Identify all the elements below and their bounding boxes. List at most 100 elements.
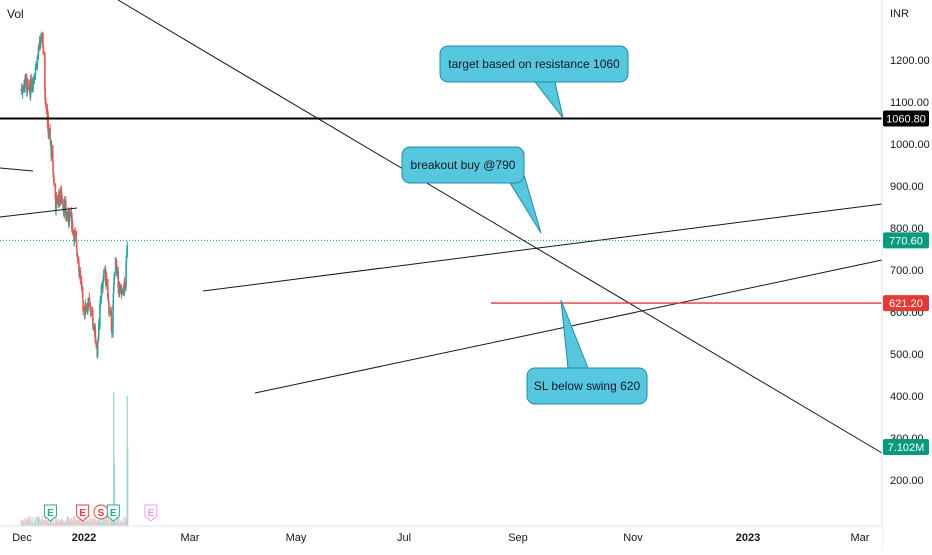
candle-body: [95, 342, 97, 346]
price-scale-background[interactable]: [882, 0, 932, 550]
candle-body: [25, 74, 28, 81]
candle-body: [87, 298, 90, 308]
callout-text: SL below swing 620: [534, 379, 641, 393]
volume-bar: [58, 523, 61, 526]
volume-bar: [87, 520, 89, 526]
candle-body: [103, 268, 105, 275]
volume-bar: [86, 516, 88, 526]
candle-body: [92, 325, 95, 328]
currency-label: INR: [890, 8, 909, 20]
candle-body: [112, 284, 115, 293]
volume-bar: [92, 522, 95, 526]
candle-body: [74, 230, 76, 234]
candle-body: [126, 245, 129, 255]
earnings-marker: [144, 504, 158, 522]
volume-bar: [53, 523, 55, 526]
candle-body: [97, 341, 99, 343]
candle-body: [42, 52, 45, 54]
volume-bar: [121, 522, 123, 526]
volume-bar: [82, 517, 84, 526]
candle-body: [82, 299, 84, 311]
volume-badge-bg: [883, 439, 929, 455]
candle-body: [42, 33, 44, 48]
y-tick-label: 200.00: [890, 475, 924, 487]
volume-bar: [77, 519, 79, 526]
volume-bar: [100, 522, 102, 526]
volume-bar: [95, 521, 97, 526]
volume-legend-label: Vol: [7, 7, 24, 21]
x-tick-label: Mar: [851, 532, 870, 544]
candle-body: [110, 315, 113, 332]
candle-body: [125, 262, 127, 288]
volume-bar: [29, 516, 31, 526]
volume-bar: [50, 517, 52, 526]
candle-body: [104, 268, 107, 282]
candle-body: [112, 305, 114, 334]
volume-bar: [89, 516, 91, 526]
candle-body: [26, 80, 29, 84]
time-scale-background[interactable]: [0, 526, 882, 550]
x-tick-label: Jul: [397, 532, 411, 544]
volume-bar: [68, 519, 71, 526]
volume-bar: [30, 520, 32, 526]
volume-bar: [22, 523, 24, 526]
volume-bar: [40, 522, 42, 526]
volume-bar: [24, 520, 26, 526]
volume-bar: [45, 520, 47, 526]
candle-body: [44, 54, 46, 90]
volume-spike-bar: [113, 391, 115, 526]
candle-body: [116, 269, 118, 273]
event-marker-letter: E: [110, 508, 117, 519]
x-tick-label: 2022: [72, 532, 96, 544]
earnings-marker: [106, 504, 120, 522]
callout-text: breakout buy @790: [411, 158, 516, 172]
y-tick-label: 900.00: [890, 181, 924, 193]
candle-body: [108, 302, 110, 313]
candle-body: [65, 200, 67, 216]
volume-bar: [90, 518, 92, 526]
candle-body: [99, 304, 101, 326]
x-tick-label: 2023: [736, 532, 760, 544]
volume-bar: [66, 516, 68, 526]
candle-body: [39, 37, 42, 46]
candle-body: [56, 195, 58, 205]
x-tick-label: Mar: [181, 532, 200, 544]
candle-body: [117, 271, 120, 288]
callouts-layer: target based on resistance 1060 breakout …: [401, 45, 648, 405]
last-price-badge-bg: [883, 232, 929, 249]
candle-body: [34, 68, 37, 75]
upper-triangle-line: [202, 203, 883, 292]
volume-layer: [20, 391, 129, 526]
volume-bar: [32, 523, 34, 526]
candle-body: [61, 196, 63, 204]
volume-bar: [71, 517, 73, 526]
candle-body: [48, 129, 50, 133]
volume-bar: [116, 516, 118, 526]
candle-body: [49, 127, 51, 139]
price-badges: 1060.80 621.20 770.60 7.102M: [883, 110, 929, 455]
volume-bar: [119, 522, 121, 526]
candle-body: [125, 255, 128, 263]
volume-bar: [124, 520, 126, 526]
volume-spike-bar: [113, 463, 116, 526]
candle-body: [91, 309, 94, 325]
candle-body: [102, 280, 104, 289]
x-tick-label: Nov: [623, 532, 643, 544]
level-price-badge: 621.20: [889, 298, 923, 310]
volume-bar: [118, 518, 120, 526]
candle-body: [37, 47, 40, 56]
candle-body: [80, 280, 83, 286]
volume-bar: [69, 523, 71, 526]
x-tick-labels: Dec 2022 Mar May Jul Sep Nov 2023 Mar: [12, 532, 870, 544]
candle-body: [53, 182, 56, 184]
downtrend-line: [117, 0, 883, 454]
volume-bar: [37, 517, 40, 526]
candle-body: [24, 74, 27, 85]
candle-body: [75, 231, 78, 241]
volume-bar: [106, 522, 108, 526]
candle-body: [81, 287, 84, 299]
candle-body: [71, 221, 74, 231]
candle-body: [111, 332, 113, 334]
